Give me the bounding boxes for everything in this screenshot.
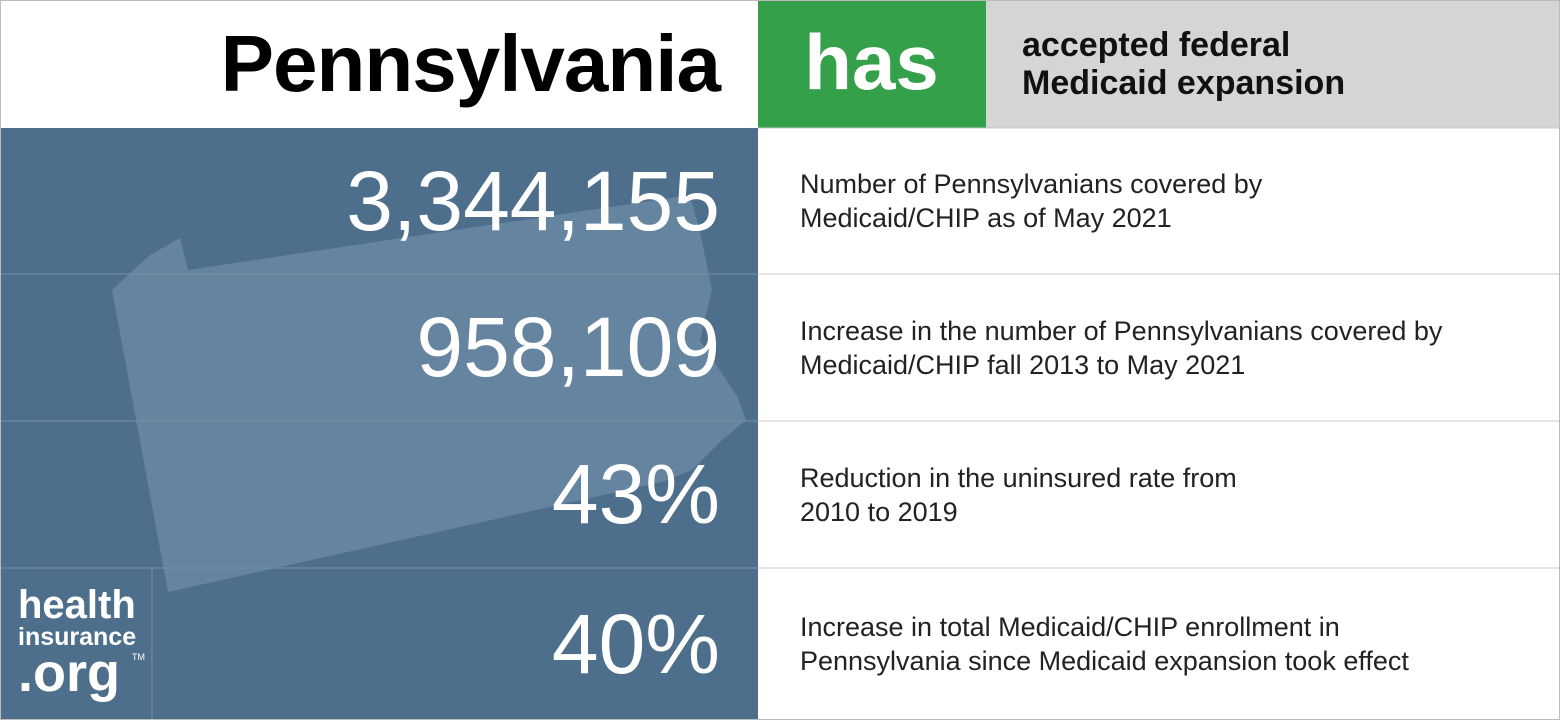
stat-description: Increase in the number of Pennsylvanians… <box>800 314 1442 382</box>
logo-line: insurance <box>18 623 137 651</box>
header-description: accepted federal Medicaid expansion <box>1022 26 1345 102</box>
stat-value: 958,109 <box>416 300 720 394</box>
status: has <box>804 18 939 106</box>
stat-value: 40% <box>551 597 720 691</box>
stat-description: Reduction in the uninsured rate from 2010… <box>800 461 1237 529</box>
line: Medicaid/CHIP as of May 2021 <box>800 203 1172 233</box>
stat-description: Increase in total Medicaid/CHIP enrollme… <box>800 610 1409 678</box>
state-outline <box>112 195 746 592</box>
line: Pennsylvania since Medicaid expansion to… <box>800 646 1409 676</box>
line: Reduction in the uninsured rate from <box>800 462 1237 493</box>
line: 2010 to 2019 <box>800 496 958 527</box>
description-box <box>986 0 1560 128</box>
logo-mark: TM <box>132 652 145 662</box>
line: Increase in the number of Pennsylvanians… <box>800 315 1443 346</box>
stat-value: 3,344,155 <box>346 154 720 248</box>
line: Medicaid expansion <box>1022 64 1346 102</box>
line: Medicaid/CHIP fall 2013 to May 2021 <box>800 349 1246 380</box>
dividers <box>758 127 1560 569</box>
left-dividers <box>0 273 758 720</box>
line: accepted federal <box>1022 26 1291 64</box>
status-box <box>758 0 986 128</box>
logo-line: .org <box>18 643 120 703</box>
line: Increase in total Medicaid/CHIP enrollme… <box>800 612 1340 642</box>
line: Number of Pennsylvanians covered by <box>800 169 1263 199</box>
stat-value: 43% <box>551 447 720 541</box>
state-name: Pennsylvania <box>220 19 721 108</box>
stat-description: Number of Pennsylvanians covered by Medic… <box>800 167 1262 235</box>
logo-line: health <box>18 583 136 627</box>
